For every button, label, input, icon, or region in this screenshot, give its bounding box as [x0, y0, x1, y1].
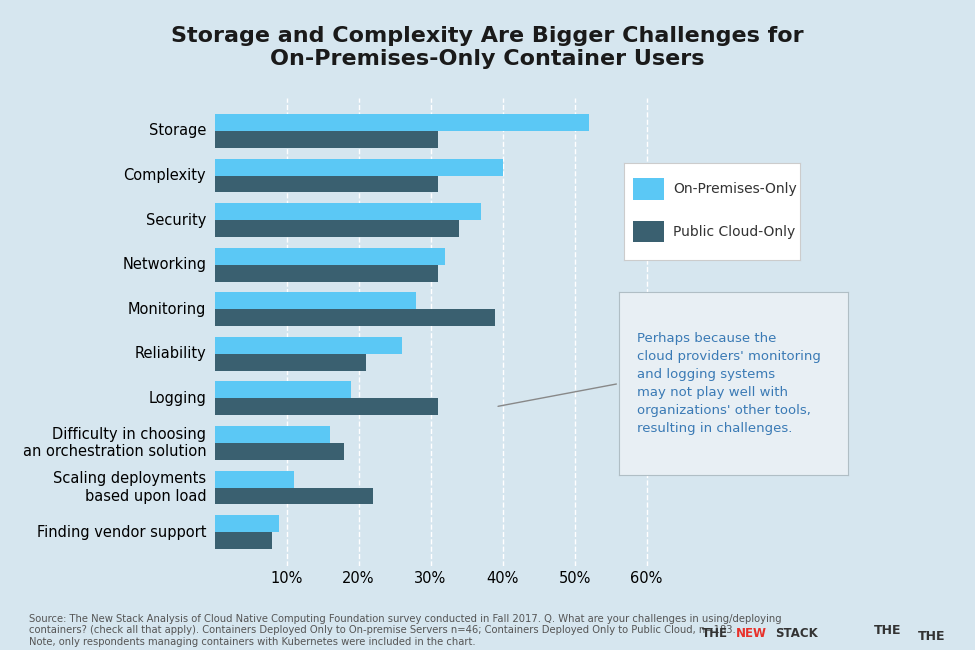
Bar	[214, 382, 351, 398]
Text: Storage and Complexity Are Bigger Challenges for
On-Premises-Only Container User: Storage and Complexity Are Bigger Challe…	[172, 26, 803, 69]
Text: THE: THE	[874, 624, 901, 637]
Bar	[214, 337, 402, 354]
Bar	[214, 471, 293, 488]
Bar	[214, 176, 438, 192]
Bar	[214, 398, 438, 415]
Text: Perhaps because the
cloud providers' monitoring
and logging systems
may not play: Perhaps because the cloud providers' mon…	[638, 332, 821, 435]
Bar	[214, 265, 438, 281]
Text: STACK: STACK	[775, 627, 818, 640]
Bar	[214, 159, 502, 176]
Text: THE: THE	[702, 627, 728, 640]
Bar	[214, 443, 344, 460]
Bar	[214, 248, 445, 265]
Bar	[214, 220, 459, 237]
Bar	[214, 426, 330, 443]
Text: On-Premises-Only: On-Premises-Only	[673, 182, 797, 196]
Bar	[633, 221, 664, 242]
Bar	[214, 354, 366, 370]
Text: THE: THE	[918, 630, 946, 644]
Text: Source: The New Stack Analysis of Cloud Native Computing Foundation survey condu: Source: The New Stack Analysis of Cloud …	[29, 614, 782, 647]
Bar	[633, 178, 664, 200]
Bar	[214, 488, 372, 504]
Bar	[214, 515, 279, 532]
Text: NEW: NEW	[736, 627, 767, 640]
Bar	[214, 131, 438, 148]
Bar	[214, 114, 589, 131]
Bar	[214, 309, 495, 326]
Bar	[214, 532, 272, 549]
Bar	[214, 203, 481, 220]
Bar	[214, 292, 416, 309]
Text: Public Cloud-Only: Public Cloud-Only	[673, 225, 796, 239]
